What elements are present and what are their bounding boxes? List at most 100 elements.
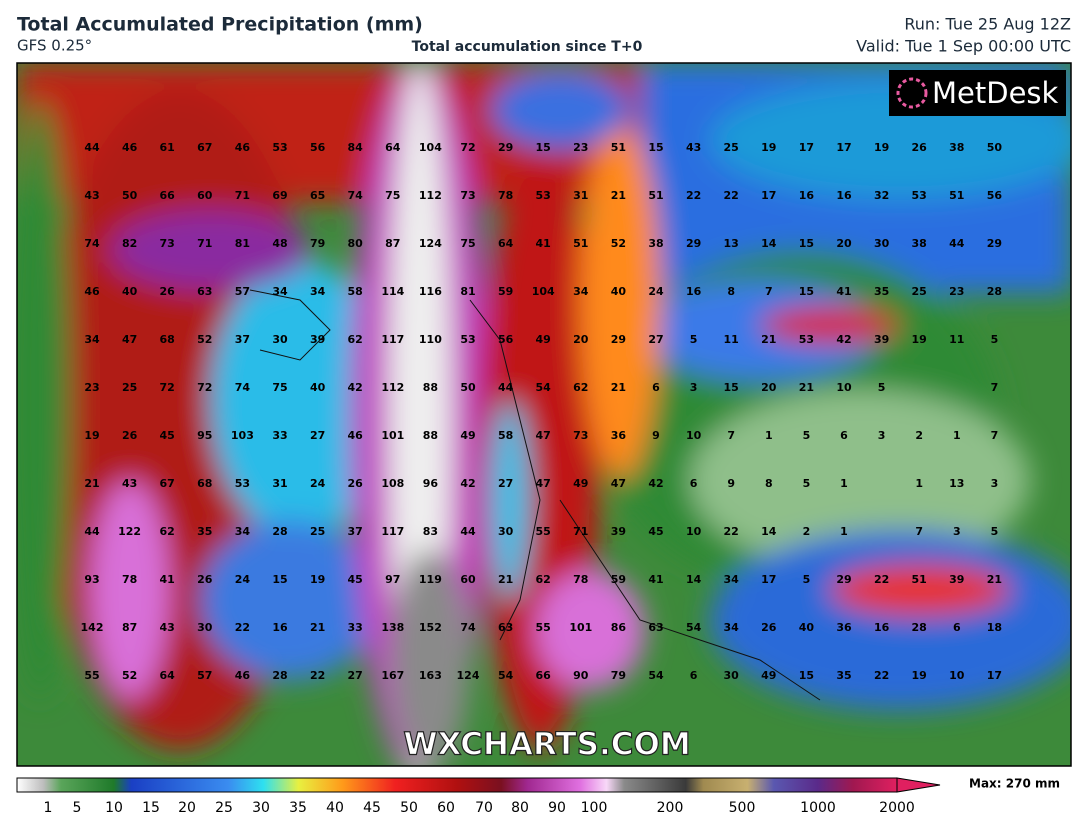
grid-value: 114: [381, 285, 404, 298]
grid-value: 41: [836, 285, 851, 298]
grid-value: 23: [84, 381, 99, 394]
grid-value: 64: [385, 141, 401, 154]
grid-value: 78: [498, 189, 513, 202]
grid-value: 42: [836, 333, 851, 346]
grid-value: 97: [385, 573, 400, 586]
grid-value: 25: [724, 141, 739, 154]
grid-value: 21: [799, 381, 814, 394]
colorbar-label: 45: [363, 800, 381, 816]
grid-value: 7: [915, 525, 923, 538]
grid-value: 46: [122, 141, 138, 154]
grid-value: 41: [648, 573, 663, 586]
grid-value: 50: [122, 189, 138, 202]
grid-value: 163: [419, 669, 442, 682]
grid-value: 88: [423, 429, 438, 442]
grid-value: 21: [761, 333, 776, 346]
valid-time: Valid: Tue 1 Sep 00:00 UTC: [856, 37, 1071, 56]
grid-value: 50: [460, 381, 476, 394]
grid-value: 5: [991, 333, 999, 346]
grid-value: 44: [460, 525, 476, 538]
grid-value: 79: [611, 669, 626, 682]
grid-value: 112: [381, 381, 404, 394]
grid-value: 42: [648, 477, 663, 490]
grid-value: 101: [381, 429, 404, 442]
grid-value: 95: [197, 429, 212, 442]
grid-value: 21: [498, 573, 513, 586]
grid-value: 29: [498, 141, 513, 154]
grid-value: 5: [803, 477, 811, 490]
grid-value: 7: [765, 285, 773, 298]
grid-value: 15: [536, 141, 551, 154]
grid-value: 63: [498, 621, 513, 634]
grid-value: 30: [724, 669, 740, 682]
grid-value: 54: [648, 669, 664, 682]
grid-value: 72: [460, 141, 475, 154]
grid-value: 57: [235, 285, 250, 298]
grid-value: 167: [381, 669, 404, 682]
grid-value: 3: [878, 429, 886, 442]
grid-value: 21: [310, 621, 325, 634]
grid-value: 28: [912, 621, 927, 634]
grid-value: 62: [160, 525, 175, 538]
grid-value: 23: [949, 285, 964, 298]
grid-value: 73: [160, 237, 175, 250]
grid-value: 48: [272, 237, 287, 250]
grid-value: 22: [310, 669, 325, 682]
grid-value: 33: [348, 621, 363, 634]
grid-value: 83: [423, 525, 438, 538]
grid-value: 31: [272, 477, 287, 490]
grid-value: 122: [118, 525, 141, 538]
colorbar-label: 35: [289, 800, 307, 816]
grid-value: 22: [686, 189, 701, 202]
grid-value: 60: [197, 189, 213, 202]
grid-value: 38: [912, 237, 927, 250]
grid-value: 74: [348, 189, 364, 202]
grid-value: 51: [573, 237, 588, 250]
colorbar-label: 10: [105, 800, 123, 816]
colorbar-label: 100: [581, 800, 608, 816]
grid-value: 19: [761, 141, 776, 154]
grid-value: 55: [536, 525, 551, 538]
grid-value: 46: [235, 669, 251, 682]
grid-value: 152: [419, 621, 442, 634]
grid-value: 52: [611, 237, 626, 250]
grid-value: 49: [536, 333, 551, 346]
grid-value: 19: [310, 573, 325, 586]
grid-value: 13: [949, 477, 964, 490]
grid-value: 15: [799, 669, 814, 682]
grid-value: 22: [874, 573, 889, 586]
grid-value: 5: [991, 525, 999, 538]
grid-value: 47: [536, 429, 551, 442]
grid-value: 65: [310, 189, 325, 202]
grid-value: 62: [348, 333, 363, 346]
grid-value: 73: [573, 429, 588, 442]
grid-value: 47: [122, 333, 137, 346]
grid-value: 39: [611, 525, 626, 538]
grid-value: 1: [840, 477, 848, 490]
grid-value: 73: [460, 189, 475, 202]
grid-value: 34: [573, 285, 589, 298]
grid-value: 5: [878, 381, 886, 394]
grid-value: 75: [385, 189, 400, 202]
grid-value: 7: [991, 381, 999, 394]
grid-value: 10: [686, 525, 702, 538]
grid-value: 88: [423, 381, 438, 394]
grid-value: 28: [987, 285, 1002, 298]
grid-value: 112: [419, 189, 442, 202]
grid-value: 117: [381, 525, 404, 538]
grid-value: 27: [498, 477, 513, 490]
grid-value: 25: [310, 525, 325, 538]
grid-value: 54: [686, 621, 702, 634]
grid-value: 87: [122, 621, 137, 634]
grid-value: 61: [160, 141, 175, 154]
grid-value: 39: [310, 333, 325, 346]
grid-value: 60: [460, 573, 476, 586]
grid-value: 41: [536, 237, 551, 250]
grid-value: 117: [381, 333, 404, 346]
colorbar-label: 60: [437, 800, 455, 816]
grid-value: 62: [573, 381, 588, 394]
grid-value: 71: [235, 189, 250, 202]
grid-value: 7: [991, 429, 999, 442]
grid-value: 53: [235, 477, 250, 490]
